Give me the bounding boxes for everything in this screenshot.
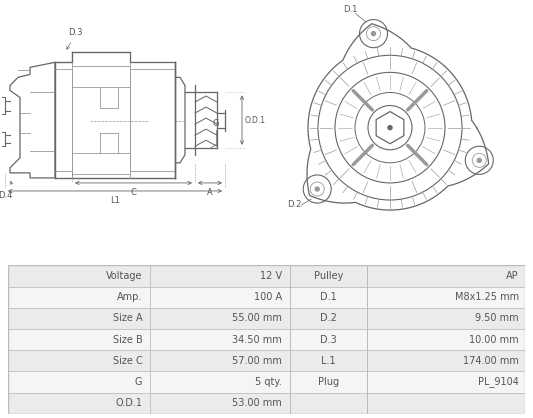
Text: M8x1.25 mm: M8x1.25 mm xyxy=(455,292,519,302)
Text: 5 qty.: 5 qty. xyxy=(255,377,282,387)
Text: 174.00 mm: 174.00 mm xyxy=(463,356,519,366)
Bar xyxy=(150,329,290,350)
Text: D.2: D.2 xyxy=(287,200,302,209)
Bar xyxy=(150,287,290,308)
Text: O.D.1: O.D.1 xyxy=(116,398,142,408)
Text: 9.50 mm: 9.50 mm xyxy=(475,314,519,324)
Bar xyxy=(367,287,525,308)
Bar xyxy=(290,350,367,372)
Text: Size B: Size B xyxy=(112,335,142,344)
Bar xyxy=(8,265,150,287)
Text: L1: L1 xyxy=(110,196,120,205)
Circle shape xyxy=(315,187,319,191)
Bar xyxy=(8,308,150,329)
Bar xyxy=(8,372,150,393)
Text: G: G xyxy=(135,377,142,387)
Text: AP: AP xyxy=(506,271,519,281)
Bar xyxy=(367,372,525,393)
Text: A: A xyxy=(207,188,213,197)
Text: 100 A: 100 A xyxy=(254,292,282,302)
Text: 55.00 mm: 55.00 mm xyxy=(232,314,282,324)
Bar xyxy=(8,350,150,372)
Bar xyxy=(367,350,525,372)
Bar xyxy=(150,393,290,414)
Circle shape xyxy=(388,126,392,130)
Text: Amp.: Amp. xyxy=(117,292,142,302)
Bar xyxy=(290,287,367,308)
Circle shape xyxy=(372,32,376,36)
Text: 34.50 mm: 34.50 mm xyxy=(232,335,282,344)
Bar xyxy=(290,308,367,329)
Text: Size C: Size C xyxy=(112,356,142,366)
Text: D.1: D.1 xyxy=(320,292,337,302)
Bar xyxy=(367,329,525,350)
Bar xyxy=(150,372,290,393)
Bar xyxy=(367,393,525,414)
Bar xyxy=(8,287,150,308)
Bar xyxy=(290,372,367,393)
Text: D.3: D.3 xyxy=(320,335,337,344)
Text: D.2: D.2 xyxy=(320,314,337,324)
Bar xyxy=(150,350,290,372)
Text: Plug: Plug xyxy=(318,377,339,387)
Text: D.4: D.4 xyxy=(0,191,12,200)
Bar xyxy=(150,265,290,287)
Bar xyxy=(8,393,150,414)
Text: 53.00 mm: 53.00 mm xyxy=(232,398,282,408)
Text: 10.00 mm: 10.00 mm xyxy=(469,335,519,344)
Bar xyxy=(290,329,367,350)
Text: C: C xyxy=(131,188,136,197)
Text: L.1: L.1 xyxy=(321,356,336,366)
Text: O.D.1: O.D.1 xyxy=(245,116,266,125)
Circle shape xyxy=(477,158,481,162)
Text: G: G xyxy=(213,119,219,127)
Text: D.1: D.1 xyxy=(343,5,358,13)
Text: Voltage: Voltage xyxy=(106,271,142,281)
Text: Size A: Size A xyxy=(113,314,142,324)
Bar xyxy=(150,308,290,329)
Bar xyxy=(367,308,525,329)
Bar xyxy=(290,265,367,287)
Text: 12 V: 12 V xyxy=(260,271,282,281)
Bar xyxy=(290,393,367,414)
Text: Pulley: Pulley xyxy=(314,271,343,281)
Text: D.3: D.3 xyxy=(68,28,83,37)
Bar xyxy=(367,265,525,287)
Text: 57.00 mm: 57.00 mm xyxy=(232,356,282,366)
Bar xyxy=(8,329,150,350)
Text: PL_9104: PL_9104 xyxy=(478,377,519,387)
